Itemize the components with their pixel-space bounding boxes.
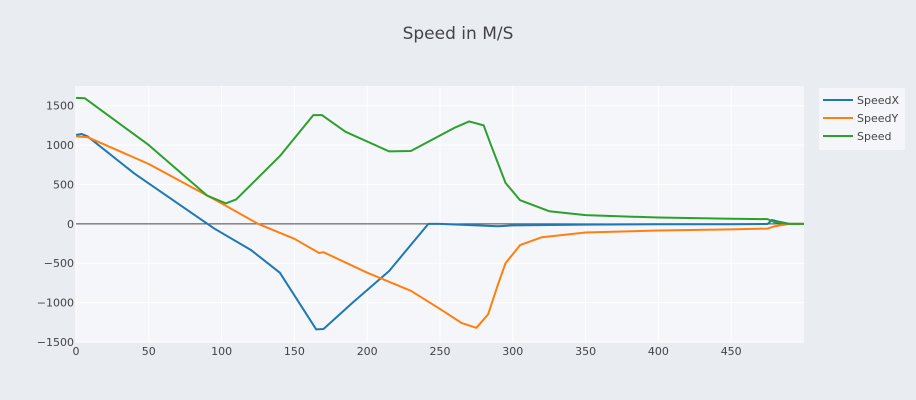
x-tick-label: 350 [575,345,596,358]
x-tick-label: 100 [211,345,232,358]
series-line-speedy [75,135,804,329]
x-tick-label: 0 [73,345,80,358]
x-axis-ticks: 0 50 100 150 200 250 300 350 400 450 [73,345,742,358]
series-line-speed [75,96,804,225]
legend-label-speedy[interactable]: SpeedY [857,112,898,125]
x-tick-label: 400 [648,345,669,358]
x-tick-label: 250 [430,345,451,358]
y-axis-ticks: −1500 −1000 −500 0 500 1000 1500 [37,100,74,349]
x-tick-label: 450 [721,345,742,358]
x-tick-label: 50 [142,345,156,358]
y-tick-label: 500 [53,178,74,191]
y-tick-label: −1500 [37,336,74,349]
y-tick-label: 1500 [46,100,74,113]
y-tick-label: −500 [44,257,74,270]
chart-title: Speed in M/S [403,24,514,44]
series-line-speedx [75,133,804,331]
series-layer [75,96,804,331]
y-tick-label: 1000 [46,139,74,152]
y-tick-label: −1000 [37,297,74,310]
legend-label-speedx[interactable]: SpeedX [857,94,899,107]
x-tick-label: 150 [284,345,305,358]
legend-label-speed[interactable]: Speed [857,130,891,143]
x-tick-label: 300 [502,345,523,358]
y-tick-label: 0 [67,218,74,231]
x-tick-label: 200 [357,345,378,358]
legend: SpeedX SpeedY Speed [819,88,905,150]
